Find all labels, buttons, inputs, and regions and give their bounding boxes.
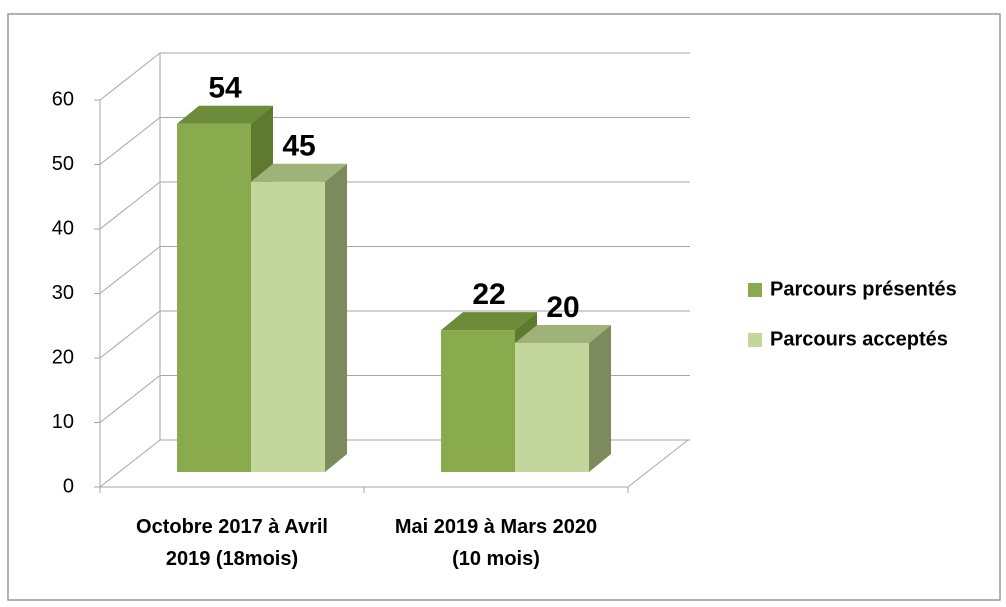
grid-line — [99, 310, 690, 359]
grid-line — [99, 181, 690, 230]
bar-side — [325, 163, 347, 472]
bar — [251, 181, 325, 472]
legend-label: Parcours acceptés — [770, 328, 948, 350]
y-tick-label: 60 — [52, 88, 74, 110]
data-label: 22 — [472, 278, 505, 311]
chart-border — [7, 13, 1001, 601]
y-tick-label: 40 — [52, 217, 74, 239]
y-tick-label: 0 — [63, 475, 74, 497]
bar-top — [251, 163, 347, 182]
bar-top — [177, 105, 273, 124]
bar-side — [589, 325, 611, 472]
data-label: 20 — [546, 291, 579, 324]
data-label: 45 — [282, 130, 315, 163]
bar — [441, 330, 515, 472]
bar — [177, 123, 251, 472]
legend-label: Parcours présentés — [770, 278, 957, 300]
grid-line — [99, 117, 690, 165]
legend-swatch — [748, 333, 762, 347]
y-tick-label: 10 — [52, 411, 74, 433]
bar-top — [441, 312, 537, 331]
data-label: 54 — [208, 72, 242, 105]
grid-line — [99, 52, 690, 101]
grid-line — [99, 246, 690, 294]
bar-top — [515, 325, 611, 343]
y-tick-label: 20 — [52, 346, 74, 368]
bar — [515, 343, 589, 472]
y-tick-label: 50 — [52, 153, 74, 175]
y-tick-label: 30 — [52, 282, 74, 304]
legend-swatch — [748, 283, 762, 297]
x-tick-label: Mai 2019 à Mars 2020 (10 mois) — [394, 516, 598, 570]
x-tick-label: Octobre 2017 à Avril 2019 (18mois) — [136, 516, 328, 570]
